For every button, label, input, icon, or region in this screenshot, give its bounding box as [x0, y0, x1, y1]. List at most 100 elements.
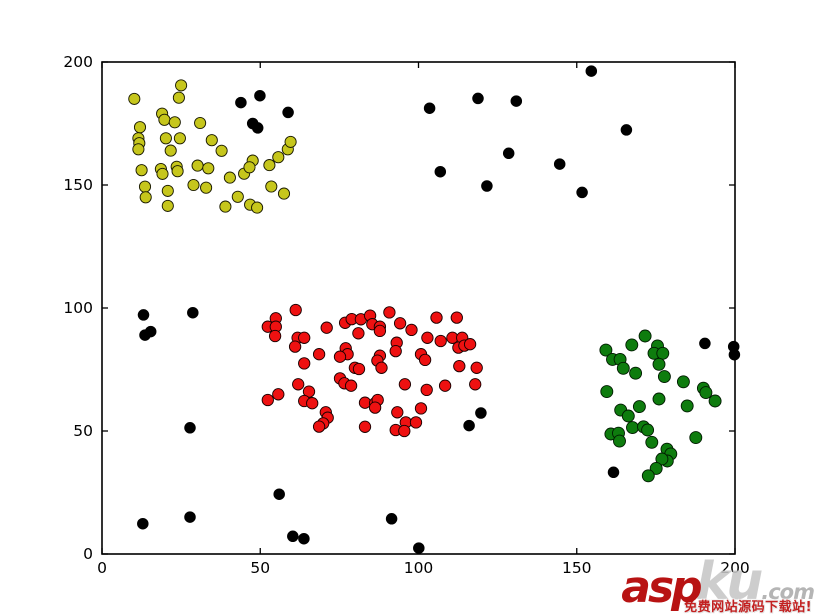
noise-black-point [273, 488, 285, 500]
cluster-green-point [638, 329, 652, 343]
cluster-red-point [469, 378, 482, 391]
cluster-green-point [676, 375, 690, 389]
x-axis-tick-label: 50 [250, 559, 270, 577]
noise-black-point [553, 158, 566, 170]
y-axis-tick-label: 200 [63, 53, 93, 71]
cluster-green-point [629, 366, 643, 380]
cluster-green-point [616, 361, 630, 375]
cluster-yellow-point [284, 135, 297, 148]
cluster-yellow-point [265, 180, 278, 193]
cluster-green-point [689, 431, 703, 445]
cluster-red-point [418, 353, 432, 367]
cluster-yellow-point [173, 132, 186, 145]
cluster-yellow-point [128, 92, 141, 105]
cluster-red-point [389, 344, 402, 358]
cluster-red-point [383, 306, 396, 319]
cluster-yellow-point [164, 144, 177, 157]
noise-black-point [184, 422, 196, 434]
noise-black-point [510, 95, 523, 107]
cluster-green-point [641, 469, 655, 483]
x-axis-tick-label: 200 [720, 559, 750, 577]
cluster-red-point [414, 402, 428, 415]
cluster-yellow-point [187, 178, 200, 192]
noise-black-point [699, 337, 711, 350]
cluster-yellow-point [272, 151, 285, 164]
x-axis-tick-label: 150 [562, 559, 592, 577]
cluster-red-point [375, 361, 388, 374]
cluster-red-point [352, 362, 366, 376]
cluster-green-point [652, 357, 666, 371]
cluster-red-point [289, 303, 302, 317]
noise-black-point [620, 124, 633, 136]
y-axis-tick-label: 0 [83, 545, 93, 563]
cluster-yellow-point [277, 187, 291, 200]
noise-black-point [475, 407, 487, 419]
noise-black-point [472, 92, 484, 105]
cluster-yellow-point [158, 113, 171, 126]
cluster-red-point [352, 327, 365, 340]
cluster-red-point [333, 350, 347, 363]
cluster-red-point [298, 331, 311, 344]
cluster-red-point [268, 329, 282, 343]
cluster-green-point [613, 434, 626, 448]
cluster-red-point [398, 378, 412, 391]
cluster-red-point [430, 311, 443, 324]
noise-black-point [585, 65, 598, 77]
cluster-red-point [344, 379, 358, 392]
cluster-green-point [599, 343, 613, 357]
noise-black-point [251, 122, 264, 134]
cluster-red-point [358, 420, 372, 433]
cluster-green-point [645, 435, 659, 449]
y-axis-tick-label: 50 [73, 422, 93, 440]
noise-black-point [287, 530, 299, 543]
y-axis-tick-label: 150 [63, 176, 93, 194]
cluster-yellow-point [175, 79, 188, 92]
cluster-red-point [373, 324, 387, 338]
cluster-yellow-point [172, 91, 185, 104]
cluster-yellow-point [205, 134, 218, 147]
cluster-red-point [450, 311, 463, 324]
cluster-red-point [320, 321, 333, 334]
cluster-green-point [641, 423, 655, 437]
cluster-red-point [398, 424, 411, 438]
cluster-yellow-point [133, 121, 147, 134]
cluster-red-point [368, 401, 382, 414]
cluster-red-point [393, 317, 407, 330]
cluster-yellow-point [135, 164, 148, 177]
noise-black-point [282, 106, 294, 119]
noise-black-point [385, 513, 398, 525]
cluster-red-point [434, 334, 447, 348]
noise-black-point [728, 348, 741, 361]
cluster-yellow-point [251, 201, 264, 214]
noise-black-point [235, 96, 247, 109]
cluster-yellow-point [219, 200, 232, 213]
cluster-red-point [288, 340, 302, 353]
cluster-yellow-point [171, 165, 184, 178]
cluster-yellow-point [200, 181, 213, 194]
noise-black-point [481, 180, 493, 192]
cluster-yellow-point [156, 167, 169, 180]
cluster-yellow-point [223, 171, 236, 184]
cluster-green-point [657, 370, 671, 384]
cluster-red-point [409, 416, 423, 429]
cluster-red-point [405, 323, 418, 337]
noise-black-point [298, 532, 310, 545]
cluster-green-point [656, 346, 670, 360]
cluster-red-point [312, 420, 326, 433]
cluster-yellow-point [231, 190, 244, 203]
cluster-yellow-point [161, 184, 174, 197]
cluster-green-point [626, 421, 639, 435]
cluster-red-point [420, 383, 433, 397]
cluster-green-point [625, 338, 639, 352]
noise-black-point [413, 542, 425, 554]
cluster-red-point [421, 331, 434, 344]
cluster-yellow-point [263, 159, 276, 172]
cluster-red-point [292, 378, 305, 391]
cluster-red-point [438, 379, 452, 392]
noise-black-point [576, 186, 588, 199]
cluster-red-point [453, 359, 466, 373]
cluster-green-point [655, 452, 669, 466]
cluster-green-point [699, 386, 713, 400]
